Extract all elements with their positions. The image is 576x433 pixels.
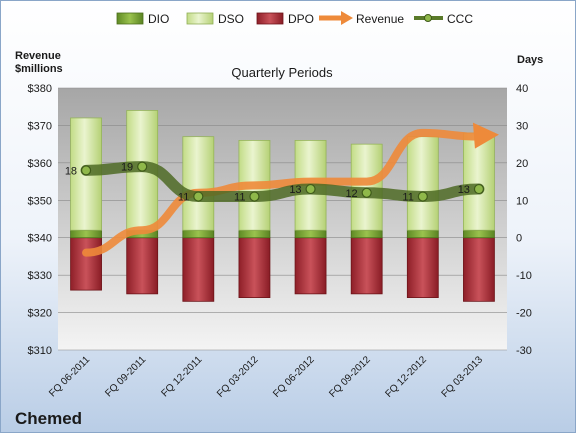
left-tick-label: $340	[28, 233, 52, 245]
ccc-data-label: 18	[65, 165, 77, 177]
legend-swatch-dio	[116, 12, 144, 25]
company-name: Chemed	[15, 409, 82, 428]
ccc-point	[473, 183, 485, 195]
x-tick-label: FQ 06-2012	[271, 354, 317, 400]
left-axis-label-line2: $millions	[15, 63, 63, 75]
right-tick-label: 10	[516, 195, 528, 207]
x-tick-label: FQ 09-2011	[103, 354, 148, 399]
bar-dio	[350, 229, 383, 239]
bar-dio	[70, 229, 102, 239]
ccc-point	[80, 165, 92, 176]
left-tick-label: $350	[28, 195, 52, 207]
right-tick-label: -30	[516, 345, 532, 357]
ccc-point	[193, 191, 204, 202]
ccc-data-label: 11	[402, 192, 413, 204]
ccc-data-label: 12	[345, 188, 357, 200]
revenue-arrowhead	[472, 122, 499, 149]
ccc-data-label: 19	[121, 162, 133, 174]
bar-dso	[182, 136, 215, 231]
bar-dpo	[70, 237, 102, 291]
ccc-point	[249, 191, 260, 202]
legend-swatch-dpo	[256, 12, 284, 25]
x-tick-label: FQ 12-2011	[159, 354, 204, 399]
left-tick-label: $320	[28, 308, 52, 320]
ccc-data-label: 13	[289, 184, 301, 196]
legend-label-dpo: DPO	[288, 12, 314, 26]
ccc-point	[417, 191, 428, 202]
x-tick-label: FQ 03-2013	[440, 354, 486, 400]
right-tick-label: -10	[516, 270, 532, 282]
ccc-line	[80, 161, 485, 203]
legend-label-dso: DSO	[218, 12, 244, 26]
right-tick-label: 30	[516, 120, 528, 132]
bar-dso	[406, 136, 439, 231]
plot-area	[58, 88, 507, 350]
x-tick-label: FQ 03-2012	[215, 354, 261, 400]
ccc-point	[137, 161, 148, 172]
right-tick-label: -20	[516, 308, 532, 320]
ccc-point	[305, 183, 316, 195]
bar-dio	[238, 229, 271, 239]
legend-arrow-icon	[341, 11, 353, 25]
chart-title: Quarterly Periods	[231, 65, 333, 80]
bar-dio	[406, 229, 439, 239]
revenue-series	[82, 122, 499, 257]
ccc-series: 18 19 11 11 13 12 11 13	[65, 161, 485, 204]
left-tick-label: $310	[28, 345, 52, 357]
x-tick-label: FQ 12-2012	[383, 354, 429, 400]
bar-dio	[294, 229, 327, 239]
bar-dpo	[350, 237, 383, 295]
bar-dpo	[126, 237, 159, 295]
left-tick-label: $380	[28, 83, 52, 95]
bar-dpo	[406, 237, 439, 298]
ccc-data-label: 11	[178, 192, 189, 204]
legend-marker-icon	[424, 14, 432, 22]
x-tick-label: FQ 06-2011	[47, 354, 92, 399]
legend-label-revenue: Revenue	[356, 12, 404, 26]
bar-dpo	[182, 237, 215, 302]
right-tick-label: 40	[516, 83, 528, 95]
left-tick-label: $370	[28, 120, 52, 132]
left-tick-label: $330	[28, 270, 52, 282]
right-tick-label: 20	[516, 158, 528, 170]
bar-dso	[463, 132, 495, 231]
revenue-line	[82, 128, 483, 257]
legend-swatch-dso	[186, 12, 214, 25]
bar-dpo	[238, 237, 271, 298]
right-axis-ticks: -30 -20 -10 0 10 20 30 40	[516, 83, 532, 357]
ccc-point	[361, 187, 372, 198]
bar-dio	[182, 229, 215, 239]
x-axis-ticks: FQ 06-2011 FQ 09-2011 FQ 12-2011 FQ 03-2012…	[47, 354, 485, 400]
x-tick-label: FQ 09-2012	[327, 354, 373, 400]
right-tick-label: 0	[516, 233, 522, 245]
left-axis-label-line1: Revenue	[15, 50, 61, 62]
legend-label-dio: DIO	[148, 12, 169, 26]
left-axis-ticks: $310 $320 $330 $340 $350 $360 $370 $380	[28, 83, 52, 357]
bar-dpo	[294, 237, 327, 295]
bar-dpo	[463, 237, 495, 302]
legend: DIO DSO DPO Revenue CCC	[116, 11, 473, 26]
ccc-data-label: 13	[458, 184, 470, 196]
ccc-data-label: 11	[234, 192, 245, 204]
left-tick-label: $360	[28, 158, 52, 170]
bar-dio	[463, 229, 495, 239]
legend-label-ccc: CCC	[447, 12, 473, 26]
right-axis-label: Days	[517, 54, 543, 66]
